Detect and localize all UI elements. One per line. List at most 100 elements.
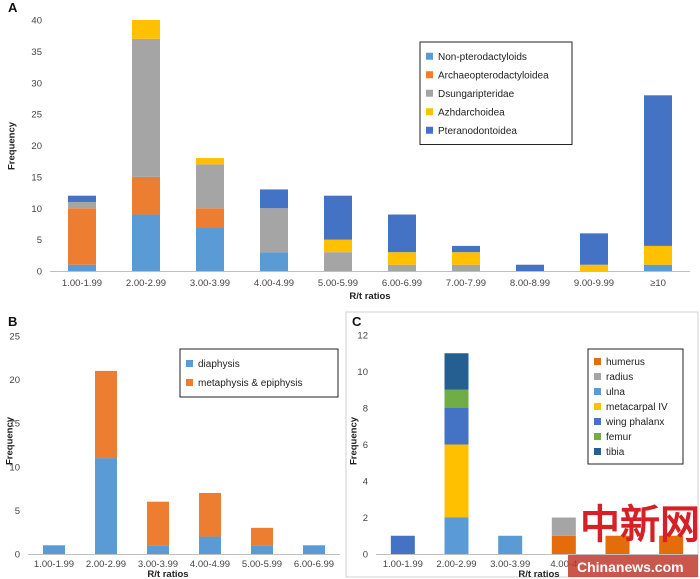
- watermark-logo: 中新网: [580, 501, 700, 548]
- panel-b-bar-segment: [95, 458, 117, 554]
- panel-c-legend-swatch: [594, 418, 601, 425]
- panel-c-frame: [345, 311, 699, 578]
- panel-a-legend-label: Dsungaripteridae: [438, 89, 515, 100]
- panel-c-x-tick-label: 2.00-2.99: [436, 559, 476, 570]
- watermark-text: Chinanews.com: [577, 559, 684, 575]
- panel-c-y-tick-label: 4: [363, 477, 368, 488]
- panel-a-y-tick-label: 5: [37, 235, 42, 246]
- panel-a-bar-segment: [516, 264, 544, 271]
- panel-c-legend-label: wing phalanx: [605, 417, 664, 428]
- panel-c-legend-label: ulna: [606, 387, 625, 398]
- panel-a-x-tick-label: 2.00-2.99: [126, 278, 166, 289]
- panel-a-y-tick-label: 15: [31, 172, 42, 183]
- panel-a-x-tick-label: 9.00-9.99: [574, 278, 614, 289]
- panel-a-y-tick-label: 25: [31, 110, 42, 121]
- panel-a-x-tick-label: 4.00-4.99: [254, 278, 294, 289]
- panel-a-bar-segment: [132, 20, 160, 39]
- panel-b-legend-frame: [179, 348, 339, 398]
- panel-a-bar-segment: [580, 233, 608, 265]
- panel-a-legend-label: Archaeopterodactyloidea: [438, 70, 549, 81]
- panel-c-y-tick-label: 2: [363, 513, 368, 524]
- panel-a-bar-segment: [452, 264, 480, 271]
- panel-a-legend-swatch: [426, 126, 433, 134]
- panel-b-legend-label: metaphysis & epiphysis: [198, 378, 303, 389]
- panel-b-label: B: [8, 314, 17, 329]
- panel-a-bar-segment: [388, 252, 416, 265]
- panel-a: A Frequency 0 5 10 15 20 25 30 35 40 1.00-1.99 2.00-…: [7, 0, 690, 302]
- panel-a-bar-segment: [452, 252, 480, 265]
- panel-c-y-tick-label: 10: [357, 367, 368, 378]
- panel-a-bar-segment: [260, 208, 288, 253]
- panel-a-bar-segment: [644, 264, 672, 271]
- panel-c-legend-swatch: [594, 403, 601, 410]
- panel-a-bar-segment: [452, 245, 480, 253]
- panel-c-y-tick-label: 8: [363, 404, 368, 415]
- panel-a-bar-segment: [132, 214, 160, 271]
- panel-b-legend-swatch: [186, 379, 193, 386]
- panel-a-bar-segment: [196, 158, 224, 165]
- panel-c-bar-segment: [444, 517, 469, 554]
- panel-c-label: C: [352, 314, 362, 329]
- panel-a-bar-segment: [196, 208, 224, 228]
- panel-c-y-tick-label: 0: [363, 550, 368, 561]
- panel-b-y-tick-label: 20: [9, 375, 20, 386]
- panel-a-bar-segment: [388, 214, 416, 253]
- panel-c-legend: humerus radius ulna metacarpal IV wing phala…: [587, 348, 684, 465]
- panel-b-x-tick-label: 1.00-1.99: [34, 559, 74, 570]
- panel-b-bar-segment: [147, 501, 169, 546]
- panel-b-bar-segment: [199, 536, 221, 554]
- panel-b-y-axis-title: Frequency: [5, 416, 16, 465]
- panel-c-bar-segment: [659, 535, 684, 554]
- panel-a-bar-segment: [324, 239, 352, 253]
- panel-b-y-tick-label: 0: [15, 550, 20, 561]
- panel-b-bar-segment: [251, 527, 273, 546]
- panel-c-bar-segment: [605, 535, 630, 554]
- panel-c-legend-label: femur: [606, 432, 632, 443]
- panel-b-x-tick-label: 4.00-4.99: [190, 559, 230, 570]
- panel-a-bar-segment: [260, 252, 288, 271]
- panel-b-legend-swatch: [186, 360, 193, 367]
- panel-a-x-tick-label: 3.00-3.99: [190, 278, 230, 289]
- panel-b-bar-segment: [251, 545, 273, 554]
- panel-c-x-axis-title: R/t ratios: [518, 569, 559, 579]
- panel-b-legend-label: diaphysis: [198, 359, 240, 370]
- panel-a-x-tick-label: 1.00-1.99: [62, 278, 102, 289]
- panel-a-bar-segment: [388, 264, 416, 271]
- panel-c-legend-swatch: [594, 388, 601, 395]
- panel-a-bar-segment: [132, 176, 160, 215]
- panel-a-y-tick-label: 35: [31, 47, 42, 58]
- panel-a-legend: Non-pterodactyloids Archaeopterodactyloid…: [419, 41, 573, 145]
- panel-a-x-tick-label: ≥10: [650, 278, 666, 289]
- panel-a-bar-segment: [68, 195, 96, 202]
- panel-a-x-tick-label: 8.00-8.99: [510, 278, 550, 289]
- panel-c: C Frequency 0 2 4 6 8 10 12 1.00-1.99 2.00-2.99 3.0…: [349, 314, 698, 579]
- panel-c-legend-swatch: [594, 358, 601, 365]
- panel-a-bar-segment: [132, 38, 160, 177]
- panel-a-y-axis-title: Frequency: [7, 121, 18, 170]
- panel-c-legend-swatch: [594, 433, 601, 440]
- panel-a-bar-segment: [260, 189, 288, 209]
- panel-b-x-tick-label: 3.00-3.99: [138, 559, 178, 570]
- panel-c-legend-label: metacarpal IV: [606, 402, 668, 413]
- panel-c-bar-segment: [444, 353, 469, 390]
- panel-a-bar-segment: [644, 95, 672, 246]
- panel-c-legend-label: tibia: [606, 447, 625, 458]
- panel-a-bar-segment: [68, 201, 96, 209]
- panel-a-bar-segment: [580, 264, 608, 271]
- panel-b: B Frequency 0 5 10 15 20 25 1.00-1.99 2.00-2.99 3.…: [5, 314, 340, 579]
- panel-a-y-tick-label: 20: [31, 141, 42, 152]
- panel-a-y-tick-label: 10: [31, 204, 42, 215]
- panel-b-bar-segment: [199, 492, 221, 537]
- panel-a-x-tick-label: 5.00-5.99: [318, 278, 358, 289]
- panel-b-bar-segment: [95, 370, 117, 459]
- panel-c-legend-swatch: [594, 448, 601, 455]
- panel-a-legend-label: Azhdarchoidea: [438, 107, 505, 118]
- panel-c-bar-segment: [551, 517, 576, 536]
- panel-b-bar-segment: [303, 545, 325, 554]
- panel-a-bar-segment: [324, 252, 352, 271]
- panel-c-legend-frame: [587, 348, 684, 465]
- panel-b-legend: diaphysis metaphysis & epiphysis: [179, 348, 339, 398]
- panel-c-bar-segment: [444, 444, 469, 518]
- panel-a-y-tick-label: 40: [31, 16, 42, 27]
